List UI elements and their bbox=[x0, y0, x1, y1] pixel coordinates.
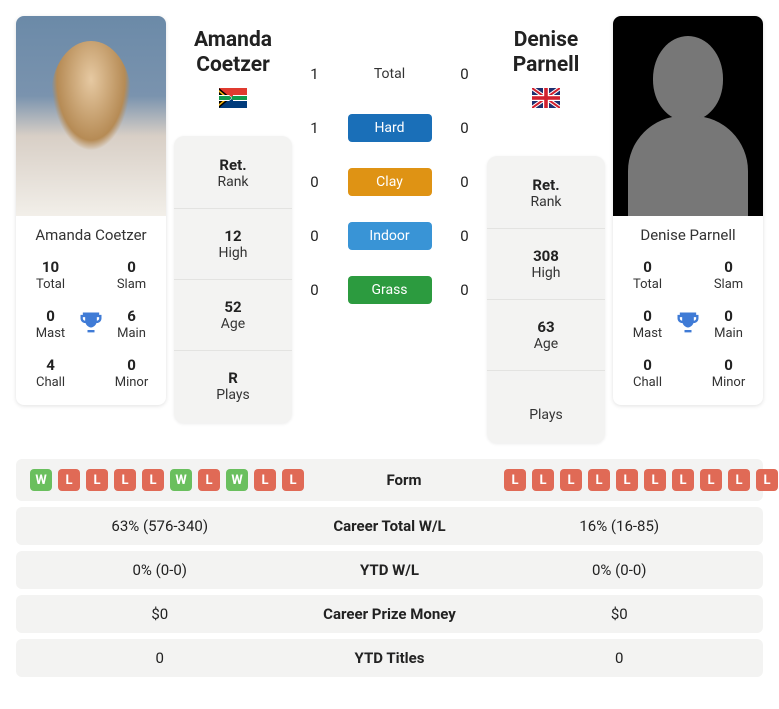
h2h-clay: 0 Clay 0 bbox=[304, 168, 476, 196]
player-name-right: Denise Parnell bbox=[613, 216, 763, 254]
rank-high: 12High bbox=[174, 208, 292, 279]
titles-mast: 0Mast bbox=[633, 307, 662, 342]
titles-minor: 0Minor bbox=[115, 356, 149, 391]
titles-mast: 0Mast bbox=[36, 307, 65, 342]
h2h-indoor: 0 Indoor 0 bbox=[304, 222, 476, 250]
cmp-left: 63% (576-340) bbox=[111, 517, 208, 535]
h2h-grass: 0 Grass 0 bbox=[304, 276, 476, 304]
titles-chall: 0Chall bbox=[633, 356, 662, 391]
form-badge: L bbox=[560, 469, 582, 491]
form-badge: L bbox=[504, 469, 526, 491]
form-badge: W bbox=[30, 469, 52, 491]
form-badge: L bbox=[58, 469, 80, 491]
rank-current: Ret.Rank bbox=[174, 138, 292, 208]
titles-total: 10Total bbox=[36, 258, 65, 293]
titles-total: 0Total bbox=[633, 258, 662, 293]
surface-pill-total[interactable]: Total bbox=[348, 60, 432, 88]
form-badge: L bbox=[254, 469, 276, 491]
surface-pill-hard[interactable]: Hard bbox=[348, 114, 432, 142]
player-photo-right bbox=[613, 16, 763, 216]
rank-plays: RPlays bbox=[174, 350, 292, 421]
form-badge: L bbox=[728, 469, 750, 491]
cmp-label: YTD Titles bbox=[355, 649, 425, 667]
form-badge: L bbox=[672, 469, 694, 491]
rank-card-right: Ret.Rank 308High 63Age Plays bbox=[487, 156, 605, 443]
form-badge: W bbox=[170, 469, 192, 491]
player-headline-right: Denise Parnell bbox=[491, 28, 601, 78]
cmp-right: 0 bbox=[615, 649, 623, 667]
cmp-label: YTD W/L bbox=[360, 561, 419, 579]
form-badge: L bbox=[142, 469, 164, 491]
player-card-right: Denise Parnell 0Total 0Slam 0Mast 0Main … bbox=[613, 16, 763, 405]
cmp-right: $0 bbox=[611, 605, 628, 623]
titles-minor: 0Minor bbox=[712, 356, 746, 391]
rank-high: 308High bbox=[487, 228, 605, 299]
h2h-surface-column: 1 Total 0 1 Hard 0 0 Clay 0 0 Indoor 0 0… bbox=[300, 16, 479, 304]
titles-main: 0Main bbox=[714, 307, 743, 342]
comparison-table: WLLLLWLWLL Form LLLLLLLLLL 63% (576-340)… bbox=[0, 459, 779, 709]
trophy-icon bbox=[674, 309, 702, 341]
form-badge: L bbox=[700, 469, 722, 491]
cmp-form: WLLLLWLWLL Form LLLLLLLLLL bbox=[16, 459, 763, 501]
cmp-prize: $0 Career Prize Money $0 bbox=[16, 595, 763, 633]
surface-pill-clay[interactable]: Clay bbox=[348, 168, 432, 196]
cmp-label: Career Prize Money bbox=[323, 605, 456, 623]
cmp-label: Career Total W/L bbox=[333, 517, 445, 535]
player-headline-left: Amanda Coetzer bbox=[178, 28, 288, 78]
rank-current: Ret.Rank bbox=[487, 158, 605, 228]
trophy-icon bbox=[77, 309, 105, 341]
form-badge: L bbox=[756, 469, 778, 491]
titles-grid-right: 0Total 0Slam 0Mast 0Main 0Chall 0Minor bbox=[613, 254, 763, 405]
rank-card-left: Ret.Rank 12High 52Age RPlays bbox=[174, 136, 292, 423]
titles-slam: 0Slam bbox=[117, 258, 146, 293]
titles-grid-left: 10Total 0Slam 0Mast 6Main 4Chall 0Minor bbox=[16, 254, 166, 405]
cmp-left: $0 bbox=[151, 605, 168, 623]
cmp-left: 0 bbox=[156, 649, 164, 667]
cmp-left: 0% (0-0) bbox=[133, 561, 188, 579]
form-badge: W bbox=[226, 469, 248, 491]
form-badge: L bbox=[532, 469, 554, 491]
player-comparison-header: Amanda Coetzer 10Total 0Slam 0Mast 6Main… bbox=[0, 0, 779, 459]
flag-za-icon bbox=[219, 88, 247, 108]
form-badge: L bbox=[114, 469, 136, 491]
rank-plays: Plays bbox=[487, 370, 605, 441]
form-sequence-right: LLLLLLLLLL bbox=[504, 469, 778, 491]
cmp-label: Form bbox=[386, 471, 421, 489]
cmp-career-wl: 63% (576-340) Career Total W/L 16% (16-8… bbox=[16, 507, 763, 545]
surface-pill-grass[interactable]: Grass bbox=[348, 276, 432, 304]
form-badge: L bbox=[282, 469, 304, 491]
player-card-left: Amanda Coetzer 10Total 0Slam 0Mast 6Main… bbox=[16, 16, 166, 405]
h2h-hard: 1 Hard 0 bbox=[304, 114, 476, 142]
cmp-ytd-titles: 0 YTD Titles 0 bbox=[16, 639, 763, 677]
player-name-left: Amanda Coetzer bbox=[16, 216, 166, 254]
surface-pill-indoor[interactable]: Indoor bbox=[348, 222, 432, 250]
name-block-right: Denise Parnell Ret.Rank 308High 63Age Pl… bbox=[491, 16, 601, 443]
cmp-ytd-wl: 0% (0-0) YTD W/L 0% (0-0) bbox=[16, 551, 763, 589]
h2h-total: 1 Total 0 bbox=[304, 60, 476, 88]
form-badge: L bbox=[198, 469, 220, 491]
titles-slam: 0Slam bbox=[714, 258, 743, 293]
cmp-right: 0% (0-0) bbox=[592, 561, 647, 579]
form-badge: L bbox=[86, 469, 108, 491]
flag-gb-icon bbox=[532, 88, 560, 108]
titles-main: 6Main bbox=[117, 307, 146, 342]
name-block-left: Amanda Coetzer Ret.Rank 12High 52Age RPl… bbox=[178, 16, 288, 423]
cmp-right: 16% (16-85) bbox=[579, 517, 659, 535]
form-badge: L bbox=[644, 469, 666, 491]
form-sequence-left: WLLLLWLWLL bbox=[30, 469, 304, 491]
rank-age: 63Age bbox=[487, 299, 605, 370]
rank-age: 52Age bbox=[174, 279, 292, 350]
form-badge: L bbox=[616, 469, 638, 491]
form-badge: L bbox=[588, 469, 610, 491]
player-photo-left bbox=[16, 16, 166, 216]
titles-chall: 4Chall bbox=[36, 356, 65, 391]
